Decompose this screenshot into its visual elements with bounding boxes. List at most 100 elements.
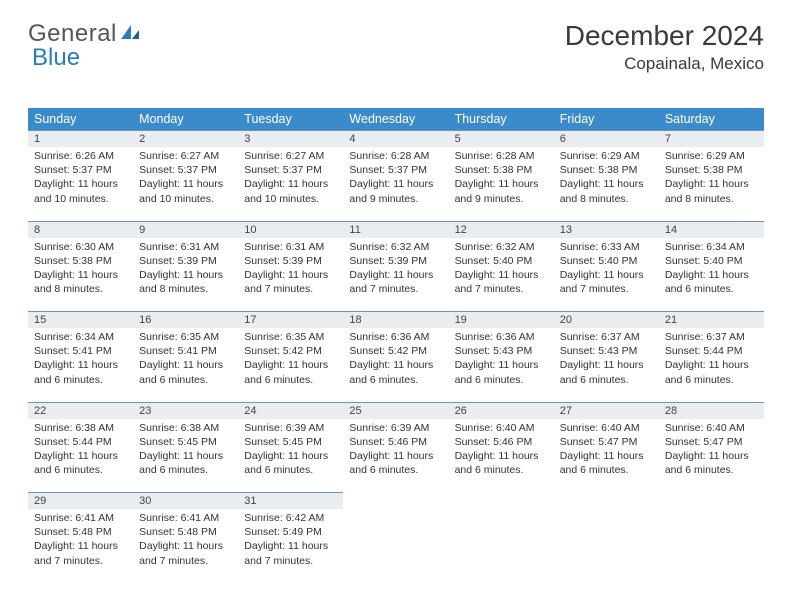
sunrise-text: Sunrise: 6:35 AM <box>139 330 232 344</box>
title-block: December 2024 Copainala, Mexico <box>565 20 764 74</box>
day-cell: Sunrise: 6:42 AMSunset: 5:49 PMDaylight:… <box>238 509 343 575</box>
day-cell: Sunrise: 6:40 AMSunset: 5:46 PMDaylight:… <box>449 419 554 485</box>
day-number: 22 <box>28 402 133 419</box>
daylight-text: Daylight: 11 hours and 6 minutes. <box>455 449 548 477</box>
sunset-text: Sunset: 5:47 PM <box>665 435 758 449</box>
day-number: 1 <box>28 131 133 148</box>
sunset-text: Sunset: 5:42 PM <box>349 344 442 358</box>
sunrise-text: Sunrise: 6:28 AM <box>455 149 548 163</box>
day-cell: Sunrise: 6:31 AMSunset: 5:39 PMDaylight:… <box>133 238 238 304</box>
sunrise-text: Sunrise: 6:34 AM <box>34 330 127 344</box>
sunset-text: Sunset: 5:38 PM <box>455 163 548 177</box>
sunrise-text: Sunrise: 6:28 AM <box>349 149 442 163</box>
weekday-header: Wednesday <box>343 108 448 131</box>
daylight-text: Daylight: 11 hours and 7 minutes. <box>34 539 127 567</box>
daylight-text: Daylight: 11 hours and 6 minutes. <box>34 449 127 477</box>
daylight-text: Daylight: 11 hours and 8 minutes. <box>560 177 653 205</box>
day-cell: Sunrise: 6:27 AMSunset: 5:37 PMDaylight:… <box>238 147 343 213</box>
day-number: 12 <box>449 221 554 238</box>
day-cell: Sunrise: 6:37 AMSunset: 5:43 PMDaylight:… <box>554 328 659 394</box>
sunset-text: Sunset: 5:46 PM <box>349 435 442 449</box>
sunset-text: Sunset: 5:42 PM <box>244 344 337 358</box>
daylight-text: Daylight: 11 hours and 6 minutes. <box>560 358 653 386</box>
sunrise-text: Sunrise: 6:32 AM <box>349 240 442 254</box>
day-cell: Sunrise: 6:36 AMSunset: 5:42 PMDaylight:… <box>343 328 448 394</box>
sunrise-text: Sunrise: 6:36 AM <box>455 330 548 344</box>
day-number: 27 <box>554 402 659 419</box>
day-number: 8 <box>28 221 133 238</box>
sunset-text: Sunset: 5:43 PM <box>455 344 548 358</box>
sunset-text: Sunset: 5:45 PM <box>244 435 337 449</box>
day-body-row: Sunrise: 6:38 AMSunset: 5:44 PMDaylight:… <box>28 419 764 485</box>
daylight-text: Daylight: 11 hours and 10 minutes. <box>244 177 337 205</box>
daylight-text: Daylight: 11 hours and 6 minutes. <box>244 449 337 477</box>
day-number: 10 <box>238 221 343 238</box>
day-cell: Sunrise: 6:37 AMSunset: 5:44 PMDaylight:… <box>659 328 764 394</box>
day-number: 23 <box>133 402 238 419</box>
sunset-text: Sunset: 5:40 PM <box>560 254 653 268</box>
day-body-row: Sunrise: 6:34 AMSunset: 5:41 PMDaylight:… <box>28 328 764 394</box>
daylight-text: Daylight: 11 hours and 6 minutes. <box>34 358 127 386</box>
sail-icon <box>119 23 141 46</box>
sunset-text: Sunset: 5:41 PM <box>139 344 232 358</box>
sunset-text: Sunset: 5:46 PM <box>455 435 548 449</box>
daylight-text: Daylight: 11 hours and 6 minutes. <box>139 358 232 386</box>
day-cell: Sunrise: 6:28 AMSunset: 5:37 PMDaylight:… <box>343 147 448 213</box>
sunrise-text: Sunrise: 6:39 AM <box>244 421 337 435</box>
day-cell: Sunrise: 6:41 AMSunset: 5:48 PMDaylight:… <box>133 509 238 575</box>
sunset-text: Sunset: 5:48 PM <box>34 525 127 539</box>
sunset-text: Sunset: 5:37 PM <box>34 163 127 177</box>
daylight-text: Daylight: 11 hours and 8 minutes. <box>34 268 127 296</box>
sunset-text: Sunset: 5:38 PM <box>34 254 127 268</box>
sunrise-text: Sunrise: 6:33 AM <box>560 240 653 254</box>
sunrise-text: Sunrise: 6:31 AM <box>244 240 337 254</box>
sunset-text: Sunset: 5:43 PM <box>560 344 653 358</box>
day-number-row: 1234567 <box>28 131 764 148</box>
weekday-header: Saturday <box>659 108 764 131</box>
daylight-text: Daylight: 11 hours and 6 minutes. <box>665 449 758 477</box>
day-cell: Sunrise: 6:38 AMSunset: 5:45 PMDaylight:… <box>133 419 238 485</box>
sunrise-text: Sunrise: 6:35 AM <box>244 330 337 344</box>
sunset-text: Sunset: 5:48 PM <box>139 525 232 539</box>
sunrise-text: Sunrise: 6:26 AM <box>34 149 127 163</box>
day-cell: Sunrise: 6:34 AMSunset: 5:40 PMDaylight:… <box>659 238 764 304</box>
day-cell: Sunrise: 6:31 AMSunset: 5:39 PMDaylight:… <box>238 238 343 304</box>
day-number: 16 <box>133 312 238 329</box>
daylight-text: Daylight: 11 hours and 6 minutes. <box>349 449 442 477</box>
logo-text-blue: Blue <box>32 44 80 72</box>
sunrise-text: Sunrise: 6:38 AM <box>34 421 127 435</box>
weekday-header: Sunday <box>28 108 133 131</box>
day-cell: Sunrise: 6:27 AMSunset: 5:37 PMDaylight:… <box>133 147 238 213</box>
sunset-text: Sunset: 5:39 PM <box>139 254 232 268</box>
day-cell: Sunrise: 6:32 AMSunset: 5:39 PMDaylight:… <box>343 238 448 304</box>
day-number: 26 <box>449 402 554 419</box>
sunrise-text: Sunrise: 6:38 AM <box>139 421 232 435</box>
day-number <box>449 493 554 510</box>
spacer-row <box>28 394 764 402</box>
daylight-text: Daylight: 11 hours and 9 minutes. <box>349 177 442 205</box>
location: Copainala, Mexico <box>565 54 764 74</box>
daylight-text: Daylight: 11 hours and 6 minutes. <box>349 358 442 386</box>
sunset-text: Sunset: 5:44 PM <box>34 435 127 449</box>
day-cell: Sunrise: 6:35 AMSunset: 5:41 PMDaylight:… <box>133 328 238 394</box>
sunrise-text: Sunrise: 6:30 AM <box>34 240 127 254</box>
daylight-text: Daylight: 11 hours and 10 minutes. <box>139 177 232 205</box>
day-number-row: 293031 <box>28 493 764 510</box>
daylight-text: Daylight: 11 hours and 6 minutes. <box>455 358 548 386</box>
sunrise-text: Sunrise: 6:40 AM <box>665 421 758 435</box>
spacer-row <box>28 304 764 312</box>
sunset-text: Sunset: 5:39 PM <box>349 254 442 268</box>
day-body-row: Sunrise: 6:26 AMSunset: 5:37 PM Daylight:… <box>28 147 764 213</box>
month-title: December 2024 <box>565 20 764 52</box>
daylight-text: Daylight: 11 hours and 7 minutes. <box>244 539 337 567</box>
calendar-table: Sunday Monday Tuesday Wednesday Thursday… <box>28 108 764 575</box>
day-number: 20 <box>554 312 659 329</box>
weekday-header: Thursday <box>449 108 554 131</box>
day-number: 14 <box>659 221 764 238</box>
day-number-row: 891011121314 <box>28 221 764 238</box>
weekday-header-row: Sunday Monday Tuesday Wednesday Thursday… <box>28 108 764 131</box>
sunrise-text: Sunrise: 6:41 AM <box>34 511 127 525</box>
sunset-text: Sunset: 5:44 PM <box>665 344 758 358</box>
daylight-text: Daylight: 11 hours and 6 minutes. <box>139 449 232 477</box>
daylight-text: Daylight: 11 hours and 6 minutes. <box>244 358 337 386</box>
